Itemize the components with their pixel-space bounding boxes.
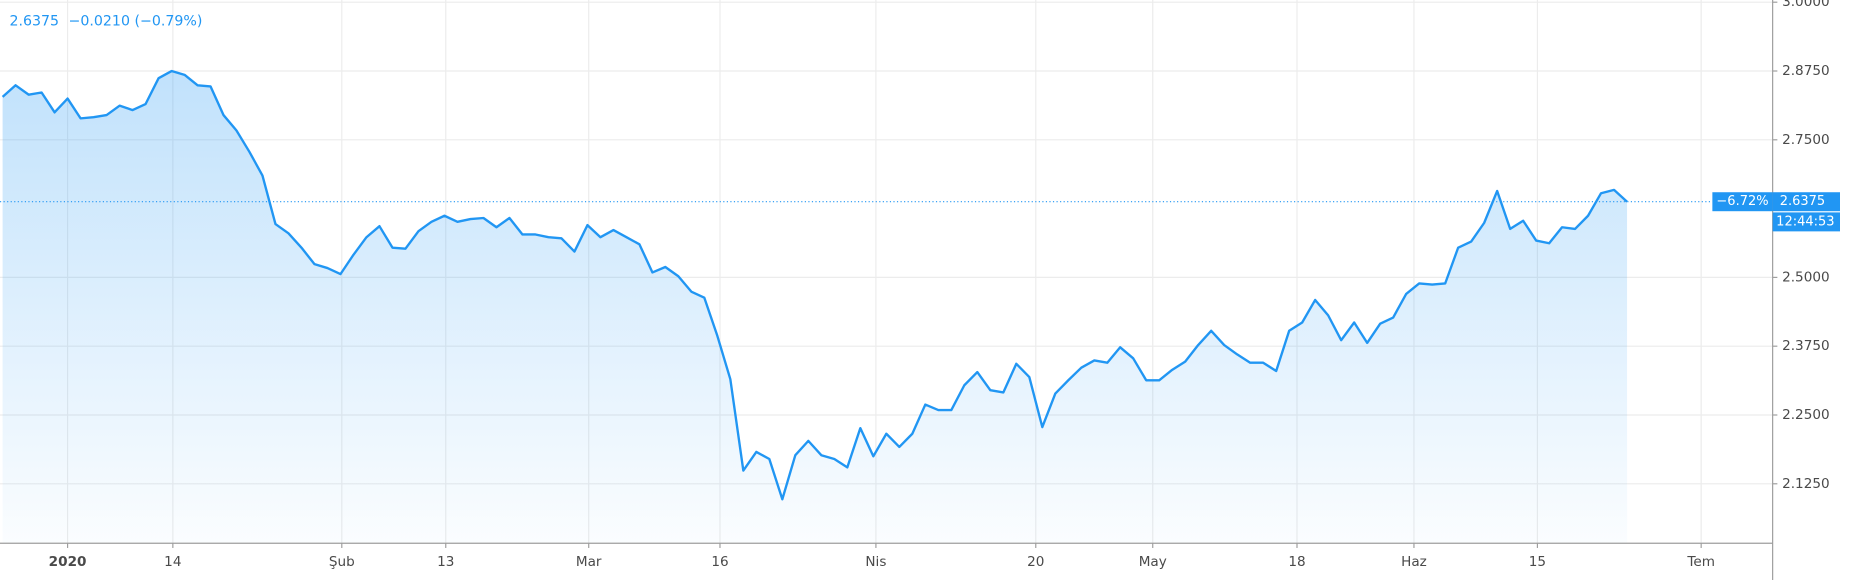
x-tick-label: 20 [1027, 554, 1044, 570]
x-tick-label: Nis [865, 554, 886, 570]
plot [0, 69, 1713, 544]
change-tag [1712, 192, 1773, 212]
header-change: −0.0210 (−0.79%) [69, 13, 203, 29]
y-tick-label: 2.2500 [1782, 407, 1830, 423]
axes: 2.1250 2.2500 2.3750 2.5000 2.7500 2.8750 3.00… [49, 0, 1841, 570]
countdown-label: 12:44:53 [1776, 214, 1834, 229]
x-tick-label: May [1139, 554, 1167, 570]
x-tick-label: 15 [1529, 554, 1546, 570]
x-tick-label: 16 [711, 554, 728, 570]
y-tick-label: 2.1250 [1782, 476, 1830, 492]
x-tick-label: Haz [1401, 554, 1427, 570]
countdown-tag [1772, 212, 1841, 232]
y-tick-label: 2.5000 [1782, 269, 1830, 285]
x-tick-label: 14 [164, 554, 181, 570]
y-tick-label: 2.3750 [1782, 338, 1830, 354]
y-tick-label: 3.0000 [1782, 0, 1830, 10]
x-tick-label: 13 [437, 554, 454, 570]
change-tag-label: −6.72% [1716, 194, 1768, 209]
price-tag-label: 2.6375 [1780, 194, 1825, 209]
x-tick-label: 18 [1288, 554, 1305, 570]
x-tick-label: Mar [576, 554, 602, 570]
y-tick-label: 2.7500 [1782, 132, 1830, 148]
price-line [1, 69, 1628, 501]
x-tick-label: Şub [329, 554, 355, 570]
x-tick-label: 2020 [49, 554, 87, 570]
price-tag [1772, 192, 1841, 212]
x-tick-label: Tem [1686, 554, 1715, 570]
area-fill [2, 71, 1628, 544]
header-price: 2.6375 [9, 13, 59, 29]
y-tick-label: 2.8750 [1782, 63, 1830, 79]
